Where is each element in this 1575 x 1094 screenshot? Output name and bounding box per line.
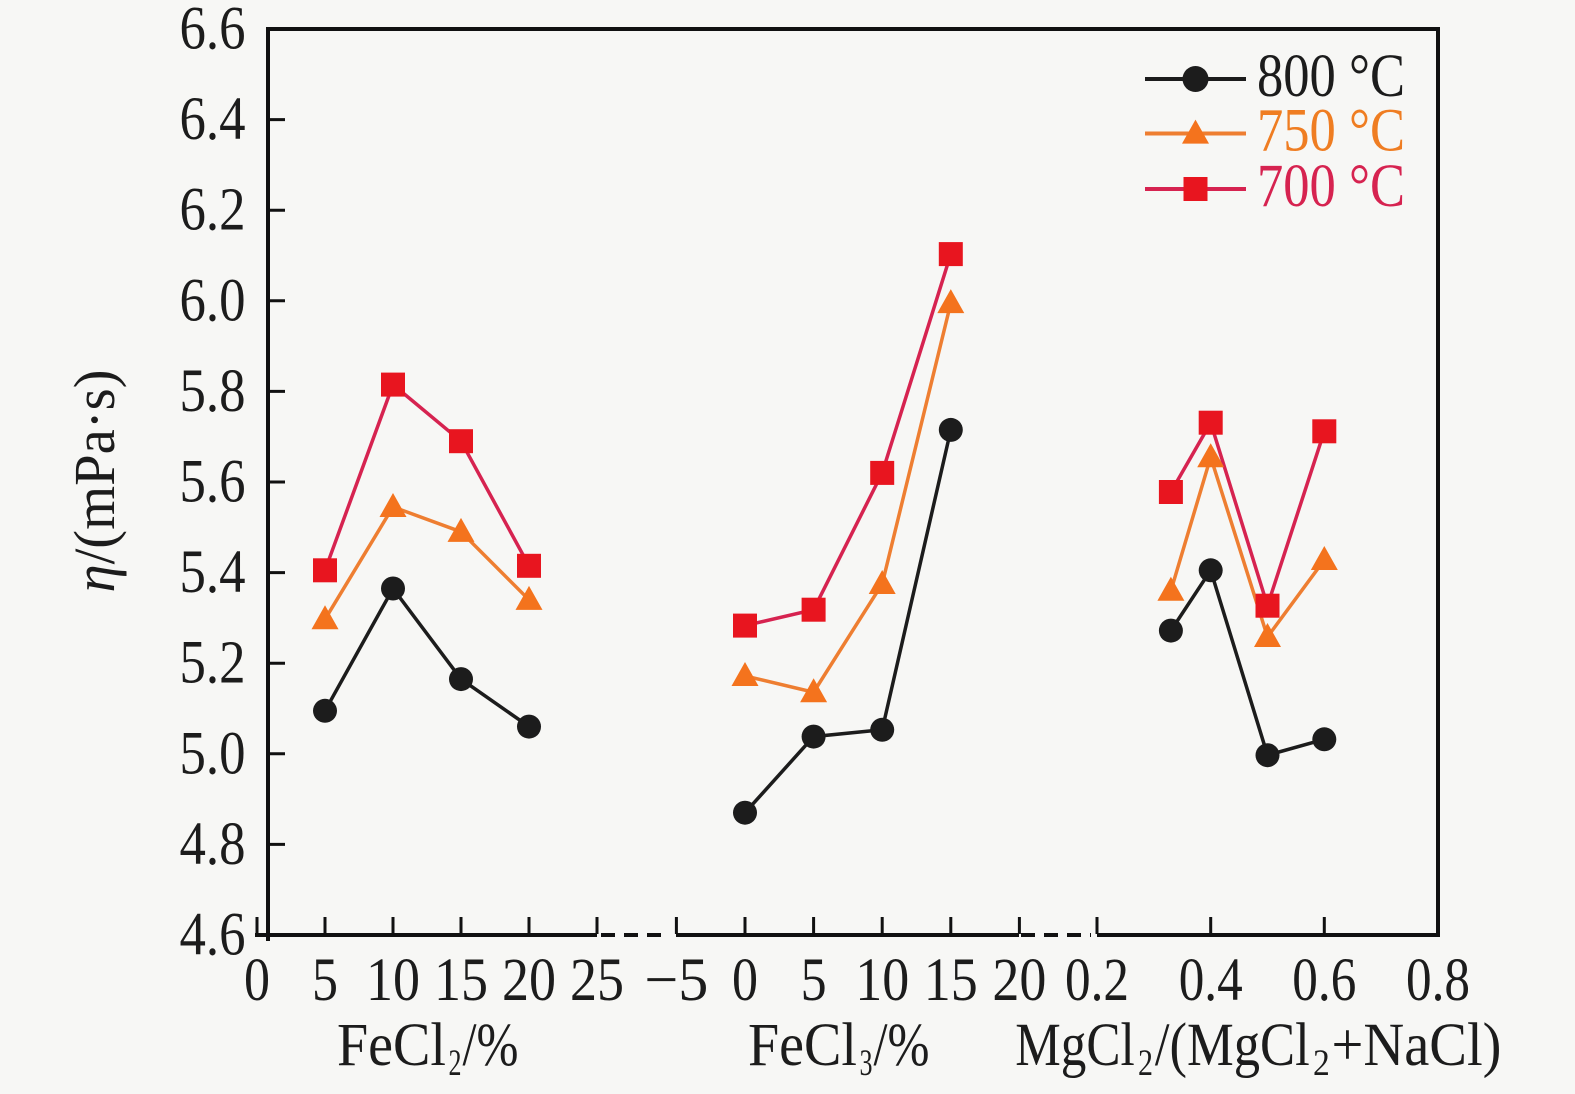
svg-text:15: 15 bbox=[434, 947, 488, 1014]
svg-text:5.0: 5.0 bbox=[180, 720, 246, 787]
svg-text:800 °C: 800 °C bbox=[1257, 43, 1405, 110]
svg-text:10: 10 bbox=[855, 947, 909, 1014]
svg-text:η/(mPa·s): η/(mPa·s) bbox=[62, 370, 127, 593]
svg-text:4.6: 4.6 bbox=[180, 902, 246, 969]
svg-text:0.8: 0.8 bbox=[1406, 947, 1470, 1014]
svg-text:MgCl: MgCl bbox=[1015, 1012, 1134, 1079]
svg-text:+NaCl): +NaCl) bbox=[1332, 1012, 1502, 1079]
svg-text:3: 3 bbox=[860, 1043, 873, 1084]
svg-text:5: 5 bbox=[801, 947, 827, 1014]
svg-text:/(MgCl: /(MgCl bbox=[1155, 1012, 1310, 1079]
svg-text:0.4: 0.4 bbox=[1179, 947, 1243, 1014]
svg-text:2: 2 bbox=[1313, 1043, 1330, 1084]
svg-text:20: 20 bbox=[992, 947, 1046, 1014]
svg-text:700 °C: 700 °C bbox=[1257, 153, 1405, 220]
svg-text:−5: −5 bbox=[644, 947, 708, 1014]
svg-text:15: 15 bbox=[924, 947, 978, 1014]
svg-text:10: 10 bbox=[366, 947, 420, 1014]
svg-text:0: 0 bbox=[244, 947, 270, 1014]
svg-text:/%: /% bbox=[463, 1012, 519, 1079]
svg-text:4.8: 4.8 bbox=[180, 811, 246, 878]
svg-text:0: 0 bbox=[732, 947, 758, 1014]
svg-text:6.6: 6.6 bbox=[180, 0, 246, 63]
svg-text:5.8: 5.8 bbox=[180, 358, 246, 425]
svg-text:6.2: 6.2 bbox=[180, 177, 246, 244]
svg-text:5.4: 5.4 bbox=[180, 539, 246, 606]
svg-text:5: 5 bbox=[312, 947, 338, 1014]
svg-text:/%: /% bbox=[874, 1012, 930, 1079]
svg-text:5.2: 5.2 bbox=[180, 630, 246, 697]
svg-text:20: 20 bbox=[502, 947, 556, 1014]
svg-text:6.4: 6.4 bbox=[180, 86, 246, 153]
svg-text:2: 2 bbox=[1138, 1043, 1153, 1084]
svg-text:0.2: 0.2 bbox=[1065, 947, 1129, 1014]
svg-text:0.6: 0.6 bbox=[1292, 947, 1356, 1014]
svg-text:2: 2 bbox=[449, 1043, 462, 1084]
svg-text:6.0: 6.0 bbox=[180, 267, 246, 334]
svg-text:FeCl: FeCl bbox=[337, 1012, 446, 1079]
svg-text:750 °C: 750 °C bbox=[1257, 98, 1405, 165]
svg-text:25: 25 bbox=[570, 947, 624, 1014]
svg-text:FeCl: FeCl bbox=[748, 1012, 857, 1079]
svg-text:5.6: 5.6 bbox=[180, 449, 246, 516]
